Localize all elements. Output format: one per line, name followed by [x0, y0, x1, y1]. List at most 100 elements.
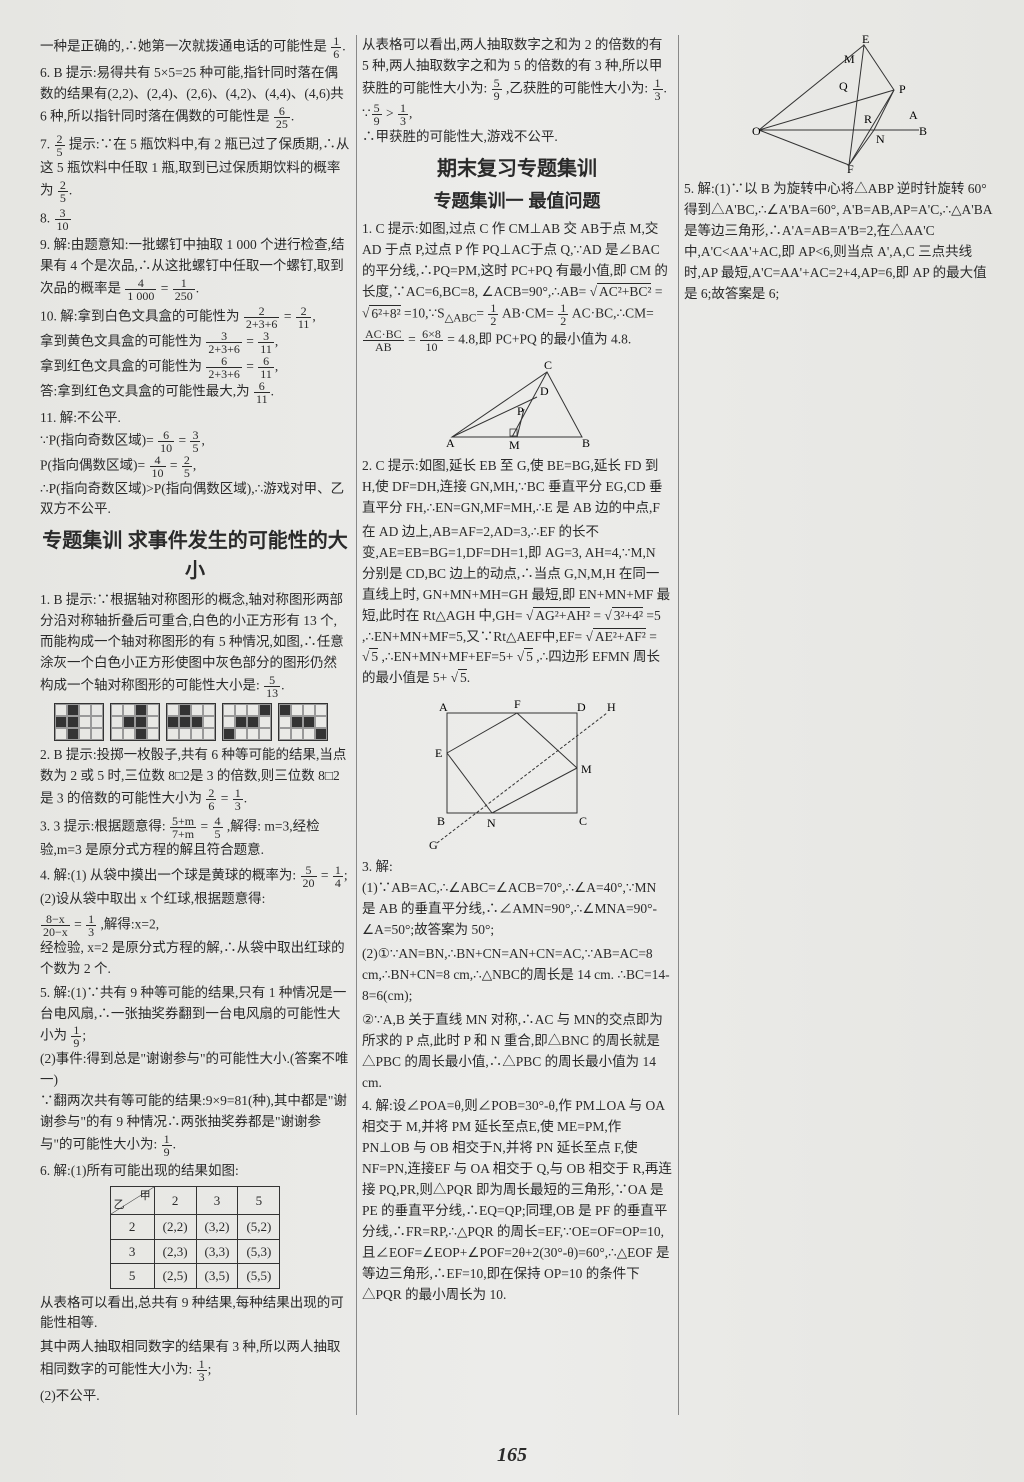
page-number: 165 [0, 1440, 1024, 1470]
text: ∴P(指向奇数区域)>P(指向偶数区域),∴游戏对甲、乙双方不公平. [40, 481, 344, 517]
svg-text:O: O [752, 124, 761, 138]
cell: (5,5) [238, 1264, 280, 1289]
angle-figure: O E M P B N R F Q A [744, 35, 934, 175]
p3c: ②∵A,B 关于直线 MN 对称,∴AC 与 MN的交点即为所求的 P 点,此时… [362, 1010, 672, 1094]
col2-cont: 8−x20−x = 13 ,解得:x=2, 经检验, x=2 是原分式方程的解,… [40, 913, 350, 980]
text: 拿到黄色文具盒的可能性为 [40, 333, 202, 348]
svg-text:P: P [899, 82, 906, 96]
text: 6. B 提示:易得共有 5×5=25 种可能,指针同时落在偶数的结果有(2,2… [40, 65, 344, 123]
text: ∴甲获胜的可能性大,游戏不公平. [362, 129, 558, 144]
svg-text:B: B [919, 124, 927, 138]
svg-text:M: M [581, 762, 592, 776]
cell: (2,5) [154, 1264, 196, 1289]
text: 经检验, x=2 是原分式方程的解,∴从袋中取出红球的个数为 2 个. [40, 940, 345, 976]
svg-text:E: E [435, 746, 442, 760]
p5: 5. 解:(1)∵共有 9 种等可能的结果,只有 1 种情况是一台电风扇,∴一张… [40, 983, 350, 1159]
cell: (2,3) [154, 1239, 196, 1264]
problem-7: 7. 25 提示:∵在 5 瓶饮料中,有 2 瓶已过了保质期,∴从这 5 瓶饮料… [40, 133, 350, 204]
problem-9: 9. 解:由题意知:一批螺钉中抽取 1 000 个进行检查,结果有 4 个是次品… [40, 235, 350, 302]
svg-text:N: N [876, 132, 885, 146]
p5: 5. 解:(1)∵以 B 为旋转中心将△ABP 逆时针旋转 60°得到△A'BC… [684, 179, 994, 305]
text: 2. B 提示:投掷一枚骰子,共有 6 种等可能的结果,当点数为 2 或 5 时… [40, 747, 346, 805]
svg-text:D: D [577, 700, 586, 714]
text: 10. 解:拿到白色文具盒的可能性为 [40, 308, 240, 323]
svg-text:A: A [446, 436, 455, 450]
p6a: 6. 解:(1)所有可能出现的结果如图: [40, 1161, 350, 1182]
svg-text:B: B [582, 436, 590, 450]
cell: (5,3) [238, 1239, 280, 1264]
text: ,∴EN+MN+MF=5,又∵Rt△AEF中,EF= [362, 629, 582, 644]
svg-text:P: P [517, 404, 524, 418]
svg-text:B: B [437, 814, 445, 828]
problem-8: 8. 310 [40, 207, 350, 232]
text: (2)事件:得到总是"谢谢参与"的可能性大小.(答案不唯一) [40, 1051, 348, 1087]
text: ∵翻两次共有等可能的结果:9×9=81(种),其中都是"谢谢参与"的有 9 种情… [40, 1093, 347, 1151]
text: 4.8,即 PC+PQ 的最小值为 4.8. [458, 332, 631, 347]
p6b: 从表格可以看出,总共有 9 种结果,每种结果出现的可能性相等. [40, 1293, 350, 1335]
svg-text:F: F [847, 162, 854, 175]
svg-text:A: A [439, 700, 448, 714]
p3b: (2)①∵AN=BN,∴BN+CN=AN+CN=AC,∵AB=AC=8 cm,∴… [362, 944, 672, 1007]
svg-text:G: G [429, 838, 438, 852]
text: 5. 解:(1)∵共有 9 种等可能的结果,只有 1 种情况是一台电风扇,∴一张… [40, 985, 346, 1043]
q4: 4. 解:(1) 从袋中摸出一个球是黄球的概率为: 520 = 14; (2)设… [40, 864, 350, 910]
cell: (3,3) [196, 1239, 238, 1264]
text: 3. 3 提示:根据题意得: [40, 819, 166, 834]
text: ∵P(指向奇数区域)= [40, 432, 154, 447]
row-h: 5 [110, 1264, 154, 1289]
text: 拿到红色文具盒的可能性为 [40, 358, 202, 373]
fq2: 2. C 提示:如图,延长 EB 至 G,使 BE=BG,延长 FD 到 H,使… [362, 456, 672, 519]
pattern-figures [54, 703, 350, 741]
th-left: 乙 [114, 1197, 125, 1214]
problem-11: 11. 解:不公平. ∵P(指向奇数区域)= 610 = 35, P(指向偶数区… [40, 408, 350, 521]
row-h: 2 [110, 1215, 154, 1240]
quad-figure: AF DH EM BN CG [407, 693, 627, 853]
text: ,乙获胜的可能性大小为: [506, 80, 648, 95]
text: ,解得:x=2, [101, 916, 160, 931]
result-table: 甲 乙 2 3 5 2 (2,2) (3,2) (5,2) 3 (2,3) (3… [110, 1186, 281, 1289]
text: ,∴EN+MN+MF+EF=5+ [382, 649, 514, 664]
text: 1. B 提示:∵根据轴对称图形的概念,轴对称图形两部分沿对称轴折叠后可重合,白… [40, 592, 344, 692]
q1: 1. B 提示:∵根据轴对称图形的概念,轴对称图形两部分沿对称轴折叠后可重合,白… [40, 590, 350, 699]
svg-text:M: M [509, 438, 520, 452]
p6e: 从表格可以看出,两人抽取数字之和为 2 的倍数的有 5 种,两人抽取数字之和为 … [362, 35, 672, 148]
svg-text:A: A [909, 108, 918, 122]
triangle-figure-1: A B C D P M [432, 357, 602, 452]
p6c: 其中两人抽取相同数字的结果有 3 种,所以两人抽取相同数字的可能性大小为: 13… [40, 1337, 350, 1383]
svg-text:M: M [844, 52, 855, 66]
col-h: 5 [238, 1187, 280, 1215]
svg-text:H: H [607, 700, 616, 714]
fq1: 1. C 提示:如图,过点 C 作 CM⊥AB 交 AB于点 M,交 AD 于点… [362, 219, 672, 353]
final-subtitle: 专题集训一 最值问题 [362, 188, 672, 215]
col-h: 3 [196, 1187, 238, 1215]
q2: 2. B 提示:投掷一枚骰子,共有 6 种等可能的结果,当点数为 2 或 5 时… [40, 745, 350, 812]
col3-cont: 在 AD 边上,AB=AF=2,AD=3,∴EF 的长不变,AE=EB=BG=1… [362, 522, 672, 689]
solution-text: 一种是正确的,∴她第一次就拨通电话的可能性是 16. [40, 35, 350, 60]
text: 一种是正确的,∴她第一次就拨通电话的可能性是 [40, 39, 327, 54]
p6d: (2)不公平. [40, 1386, 350, 1407]
problem-6: 6. B 提示:易得共有 5×5=25 种可能,指针同时落在偶数的结果有(2,2… [40, 63, 350, 130]
svg-text:Q: Q [839, 79, 848, 93]
cell: (3,5) [196, 1264, 238, 1289]
p3a: 3. 解:(1)∵AB=AC,∴∠ABC=∠ACB=70°,∴∠A=40°,∵M… [362, 857, 672, 941]
text: (2)设从袋中取出 x 个红球,根据题意得: [40, 891, 265, 906]
text: 4. 解:(1) 从袋中摸出一个球是黄球的概率为: [40, 867, 296, 882]
text: 答:拿到红色文具盒的可能性最大,为 [40, 383, 250, 398]
text: 提示:∵在 5 瓶饮料中,有 2 瓶已过了保质期,∴从这 5 瓶饮料中任取 1 … [40, 136, 349, 197]
final-title: 期末复习专题集训 [362, 154, 672, 184]
text: 11. 解:不公平. [40, 410, 121, 425]
svg-text:C: C [544, 358, 552, 372]
svg-text:D: D [540, 384, 549, 398]
svg-text:E: E [862, 35, 869, 46]
th-top: 甲 [140, 1188, 151, 1205]
svg-text:R: R [864, 112, 872, 126]
cell: (2,2) [154, 1215, 196, 1240]
text: 其中两人抽取相同数字的结果有 3 种,所以两人抽取相同数字的可能性大小为: [40, 1339, 340, 1377]
row-h: 3 [110, 1239, 154, 1264]
p4: 4. 解:设∠POA=θ,则∠POB=30°-θ,作 PM⊥OA 与 OA 相交… [362, 1096, 672, 1305]
col-h: 2 [154, 1187, 196, 1215]
svg-text:C: C [579, 814, 587, 828]
cell: (5,2) [238, 1215, 280, 1240]
text: P(指向偶数区域)= [40, 457, 145, 472]
svg-text:N: N [487, 816, 496, 830]
